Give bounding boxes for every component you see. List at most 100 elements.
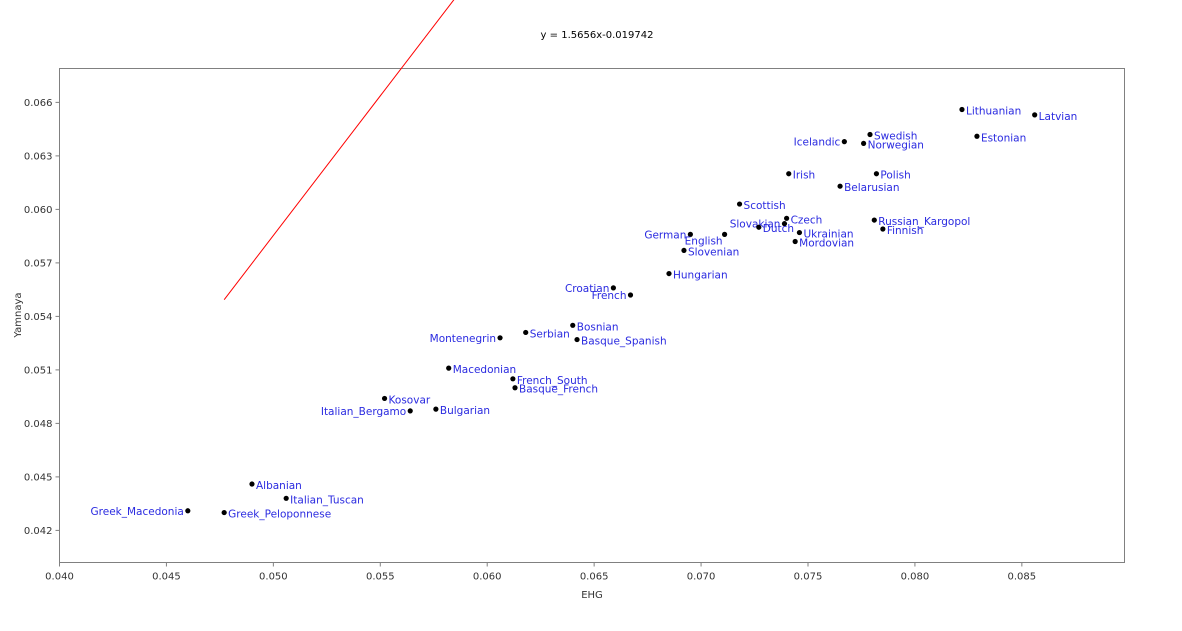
point-label: Slovenian: [688, 246, 739, 258]
data-point: [446, 365, 452, 371]
data-point: [687, 231, 693, 237]
data-point: [512, 385, 518, 391]
data-point: [974, 133, 980, 139]
point-label: Bulgarian: [440, 405, 490, 417]
data-point: [1032, 112, 1038, 118]
data-point: [381, 395, 388, 402]
data-point: [837, 183, 843, 189]
point-label: Basque_Spanish: [581, 336, 667, 348]
data-point: [796, 229, 803, 236]
trendline: [223, 0, 455, 300]
point-label: Finnish: [887, 225, 924, 237]
data-point: [860, 140, 867, 147]
x-tick-label: 0.065: [580, 572, 609, 583]
data-point: [249, 481, 255, 487]
data-point: [433, 406, 439, 412]
data-point: [497, 335, 503, 341]
data-point: [523, 329, 529, 336]
y-tick-label: 0.057: [24, 258, 53, 269]
point-label: Basque_French: [519, 384, 598, 396]
y-tick-label: 0.060: [24, 205, 53, 216]
y-tick-label: 0.054: [24, 312, 53, 323]
plot-frame: [59, 68, 1125, 563]
point-label: Russian_Kargopol: [878, 216, 970, 228]
point-label: Ukrainian: [803, 229, 853, 241]
data-point: [221, 509, 227, 516]
point-label: Mordovian: [799, 237, 854, 249]
x-tick-label: 0.045: [152, 572, 181, 583]
y-tick-label: 0.045: [24, 472, 53, 483]
data-point: [786, 171, 792, 177]
data-point: [574, 336, 580, 343]
data-point: [570, 322, 576, 328]
y-tick-label: 0.063: [24, 151, 53, 162]
point-label: Polish: [880, 170, 910, 182]
point-label: Irish: [793, 170, 815, 182]
x-tick-label: 0.055: [366, 572, 395, 583]
data-point: [185, 508, 191, 514]
data-point: [781, 221, 788, 227]
point-label: Estonian: [981, 132, 1026, 144]
data-point: [666, 270, 672, 277]
point-label: Italian_Bergamo: [321, 406, 406, 418]
point-label: Norwegian: [868, 139, 924, 151]
x-tick-label: 0.040: [45, 572, 74, 583]
axis-ticks: 0.040 0.045 0.050 0.055 0.060 0.065 0.070 0.075…: [24, 98, 1036, 583]
data-point: [721, 231, 728, 237]
data-point: [880, 226, 886, 232]
point-label: Slovakian: [730, 219, 781, 231]
point-label: Icelandic: [794, 137, 841, 149]
data-point: [841, 139, 847, 145]
point-label: French: [592, 290, 627, 302]
point-label: Czech: [791, 214, 823, 226]
data-point: [867, 131, 873, 138]
y-tick-label: 0.042: [24, 526, 53, 537]
y-axis-label: Yamnaya: [13, 292, 24, 338]
data-point: [792, 238, 798, 245]
point-label: Serbian: [530, 328, 570, 340]
x-tick-label: 0.060: [473, 572, 502, 583]
point-label: Greek_Peloponnese: [228, 509, 331, 521]
point-label: Greek_Macedonia: [91, 506, 184, 518]
point-label: Belarusian: [844, 182, 899, 194]
point-label: Montenegrin: [430, 333, 496, 345]
x-axis-label: EHG: [581, 590, 603, 601]
trendline-layer: [223, 0, 455, 300]
point-label: Italian_Tuscan: [290, 494, 364, 506]
point-label: Macedonian: [453, 364, 516, 376]
data-point: [756, 224, 762, 230]
data-point: [959, 106, 965, 113]
y-tick-label: 0.051: [24, 365, 53, 376]
y-tick-label: 0.048: [24, 419, 53, 430]
point-label: Latvian: [1039, 111, 1078, 123]
chart-title: y = 1.5656x-0.019742: [541, 30, 654, 41]
point-label: Scottish: [744, 200, 786, 212]
point-label: English: [685, 235, 723, 247]
point-label: Dutch: [763, 223, 794, 235]
point-label: Bosnian: [577, 321, 619, 333]
point-label: French_South: [517, 375, 588, 387]
data-point: [736, 201, 743, 207]
point-label: Swedish: [874, 130, 917, 142]
data-point: [873, 171, 880, 177]
x-tick-label: 0.080: [901, 572, 930, 583]
data-point: [510, 376, 516, 382]
point-label: Hungarian: [673, 270, 728, 282]
data-point: [871, 217, 877, 223]
point-label: Croatian: [565, 283, 609, 295]
data-point: [784, 215, 790, 221]
point-label: Kosovar: [389, 394, 431, 406]
data-points: Lithuanian Latvian Swedish Estonian Icelandi…: [91, 106, 1078, 521]
x-tick-label: 0.075: [794, 572, 823, 583]
point-label: Lithuanian: [966, 106, 1021, 118]
data-point: [627, 292, 634, 298]
data-point: [681, 247, 687, 254]
data-point: [610, 285, 616, 291]
point-label: German: [644, 229, 686, 241]
data-point: [407, 408, 413, 414]
x-tick-label: 0.050: [259, 572, 288, 583]
data-point: [283, 495, 289, 501]
y-tick-label: 0.066: [24, 98, 53, 109]
x-tick-label: 0.085: [1008, 572, 1037, 583]
